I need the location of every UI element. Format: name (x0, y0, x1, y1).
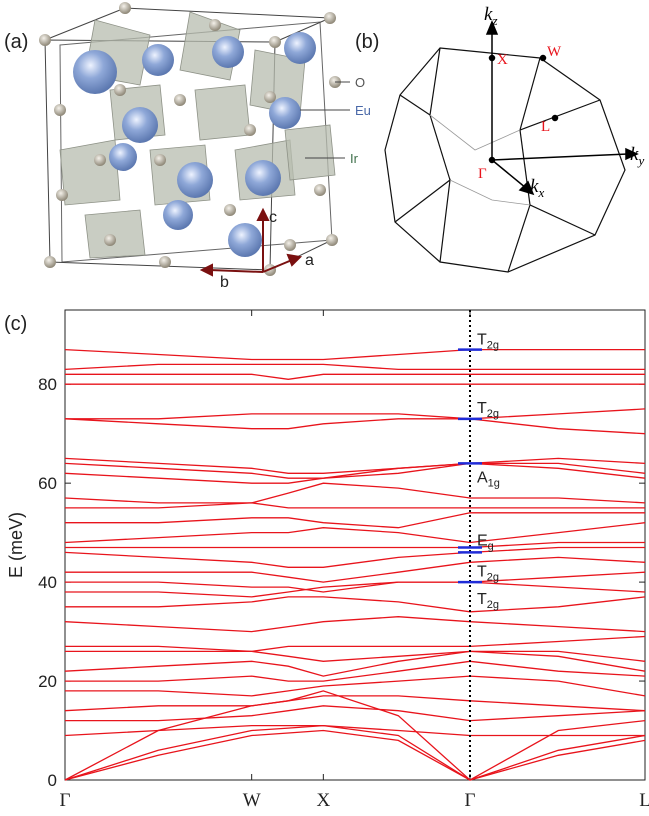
mode-subscript: 2g (487, 340, 499, 352)
point-label: L (541, 119, 550, 135)
mode-symbol: T (477, 591, 487, 608)
band-line (65, 513, 645, 528)
mode-label: A1g (477, 469, 500, 489)
reciprocal-axes (487, 22, 637, 194)
mode-subscript: 2g (487, 408, 499, 420)
mode-subscript: 1g (488, 477, 500, 489)
y-tick-label: 0 (48, 771, 57, 790)
band-line (65, 458, 645, 473)
y-tick-label: 40 (38, 573, 57, 592)
legend-label: Ir (350, 151, 359, 166)
band-line (65, 617, 645, 632)
mode-symbol: T (477, 563, 487, 580)
axis-label: b (220, 274, 229, 291)
y-axis-label: E (meV) (6, 512, 26, 578)
x-tick-label: Γ (465, 790, 476, 811)
mode-label: T2g (477, 563, 499, 583)
mode-subscript: g (488, 540, 494, 552)
band-line (65, 463, 645, 483)
plot-frame (65, 310, 645, 780)
mode-symbol: E (477, 532, 488, 549)
axis-label: kz (484, 4, 498, 28)
mode-subscript: 2g (487, 599, 499, 611)
legend-label: O (355, 75, 365, 90)
point-label: Γ (478, 166, 487, 182)
legend-label: Eu (355, 103, 371, 118)
band-line (65, 731, 645, 781)
panel-label: (c) (4, 313, 27, 335)
axis-label: a (305, 252, 314, 269)
x-tick-label: L (639, 790, 649, 811)
x-tick-label: X (316, 790, 330, 811)
axis-label: kx (530, 176, 544, 200)
band-line (65, 364, 645, 369)
point-label: X (497, 52, 508, 68)
y-tick-label: 20 (38, 672, 57, 691)
band-line (65, 409, 645, 419)
x-tick-label: W (243, 790, 261, 811)
mode-symbol: T (477, 332, 487, 349)
axis-label: ky (630, 144, 644, 168)
panel-label: (a) (4, 31, 28, 53)
band-line (65, 419, 645, 434)
band-line (65, 582, 645, 597)
band-line (65, 557, 645, 582)
hidden-edges (430, 115, 530, 205)
y-tick-label: 80 (38, 375, 57, 394)
figure: (a) O Eu Ir c b a (b) kz ky kx X W L Γ (… (0, 0, 649, 816)
band-line (65, 350, 645, 360)
mode-label: T2g (477, 400, 499, 420)
band-line (65, 483, 645, 503)
band-line (65, 661, 645, 681)
mode-symbol: A (477, 469, 488, 486)
x-tick-label: Γ (60, 790, 71, 811)
band-line (65, 651, 645, 676)
band-line (65, 374, 645, 379)
band-line (65, 597, 645, 612)
band-line (65, 637, 645, 652)
mode-subscript: 2g (487, 571, 499, 583)
page: (a) O Eu Ir c b a (b) kz ky kx X W L Γ (… (0, 0, 649, 816)
point-label: W (547, 44, 562, 60)
axis-label: c (269, 209, 277, 226)
cell-edge (125, 8, 330, 18)
band-line (65, 676, 645, 696)
y-tick-label: 60 (38, 474, 57, 493)
band-line (65, 523, 645, 543)
band-line (65, 572, 645, 592)
band-line (65, 706, 645, 721)
mode-label: Eg (477, 532, 494, 552)
panel-label: (b) (355, 31, 379, 53)
mode-symbol: T (477, 400, 487, 417)
band-line (65, 543, 645, 548)
mode-label: T2g (477, 591, 499, 611)
band-line (65, 503, 645, 508)
mode-label: T2g (477, 332, 499, 352)
